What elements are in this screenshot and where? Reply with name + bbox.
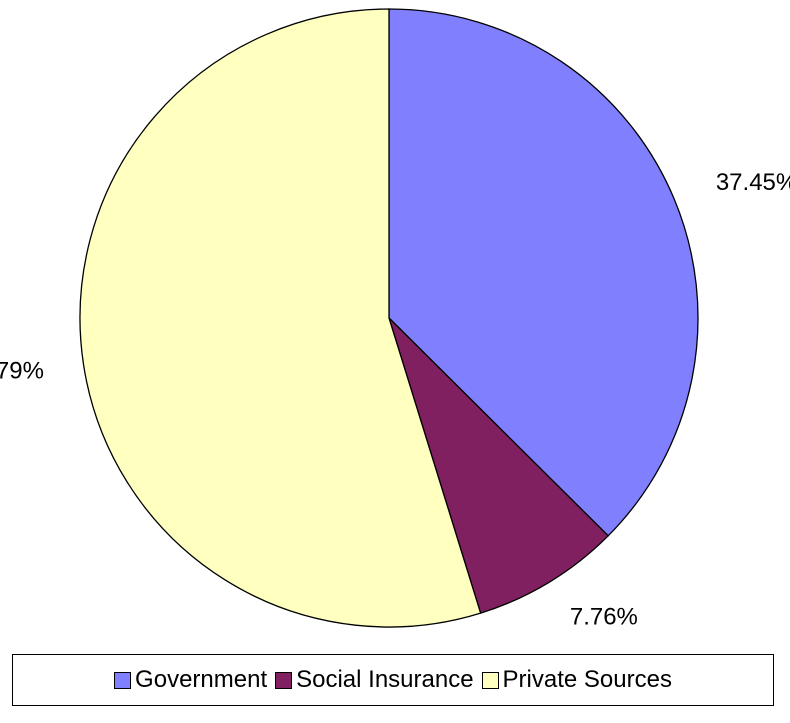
chart-legend: Government Social Insurance Private Sour… xyxy=(12,654,774,706)
legend-swatch-private-sources xyxy=(481,671,499,689)
legend-item-social-insurance: Social Insurance xyxy=(275,666,474,694)
legend-label-social-insurance: Social Insurance xyxy=(296,666,474,693)
data-label-social-insurance: 7.76% xyxy=(570,603,638,630)
legend-label-private-sources: Private Sources xyxy=(502,666,672,693)
legend-swatch-social-insurance xyxy=(275,671,293,689)
legend-swatch-government xyxy=(114,671,132,689)
pie-slice-social-insurance xyxy=(388,317,610,614)
pie-chart: 37.45% 7.76% 54.79% xyxy=(0,8,790,630)
pie-slice-government xyxy=(388,8,699,537)
data-label-government: 37.45% xyxy=(716,169,790,196)
data-label-private-sources: 54.79% xyxy=(0,357,44,384)
legend-label-government: Government xyxy=(135,666,268,693)
legend-item-government: Government xyxy=(114,666,267,694)
legend-item-private-sources: Private Sources xyxy=(481,666,672,694)
pie-slice-private-sources xyxy=(79,8,482,628)
